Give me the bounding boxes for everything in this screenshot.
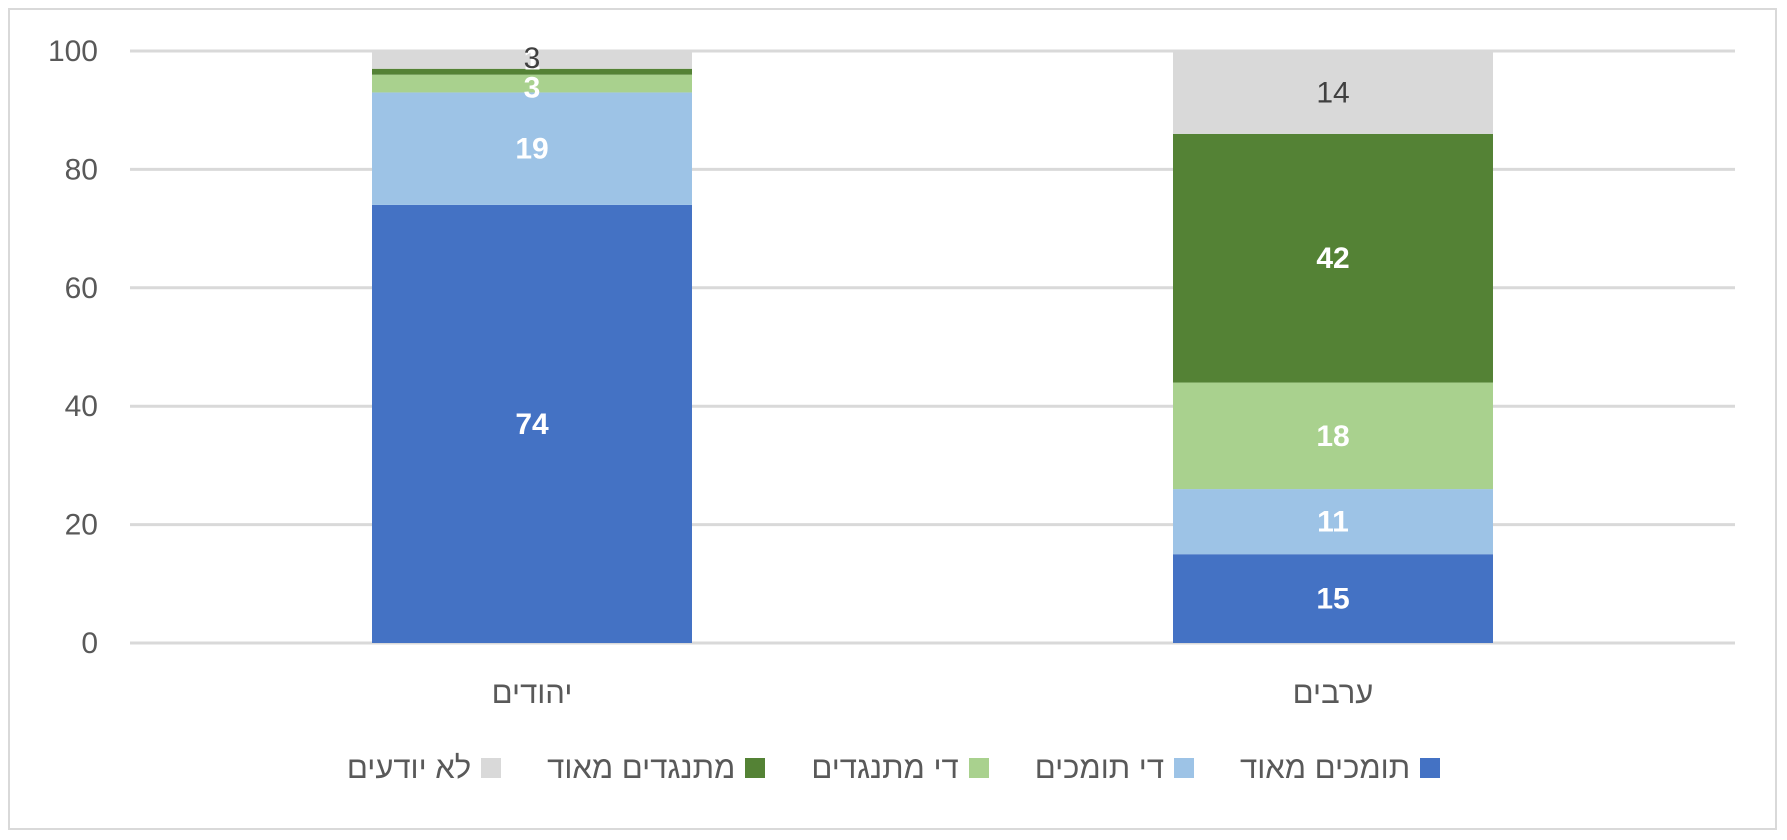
bar-segment	[372, 74, 692, 93]
data-label: 1	[524, 44, 541, 77]
data-label: 18	[1316, 420, 1349, 453]
y-tick-label: 20	[65, 509, 98, 542]
data-label: 19	[515, 133, 548, 166]
legend-item: תומכים מאוד	[1240, 750, 1441, 786]
data-labels: 74 19 313 15 11 18 42 14	[515, 42, 1349, 616]
bar-segment	[1173, 133, 1493, 383]
bar-segment	[372, 92, 692, 205]
legend-item: מתנגדים מאוד	[547, 750, 766, 786]
y-tick-label: 40	[65, 390, 98, 423]
x-category-label: ערבים	[1293, 675, 1374, 710]
legend-swatch	[481, 758, 502, 778]
bar-segment	[1173, 489, 1493, 555]
x-axis-category-labels: יהודים ערבים	[492, 675, 1374, 710]
legend-item: לא יודעים	[346, 750, 502, 786]
legend-swatch	[1420, 758, 1441, 778]
gridlines	[130, 49, 1735, 645]
y-tick-label: 0	[81, 627, 98, 660]
data-label: 15	[1316, 583, 1349, 616]
legend-label: די מתנגדים	[811, 750, 959, 785]
legend-label: לא יודעים	[346, 750, 472, 785]
legend-item: די מתנגדים	[811, 750, 989, 786]
legend-label: מתנגדים מאוד	[547, 750, 736, 785]
legend-item: די תומכים	[1034, 750, 1195, 786]
data-label: 3	[524, 72, 541, 105]
bar-segment	[372, 68, 692, 75]
y-axis-tick-labels: 0 20 40 60 80 100	[48, 35, 98, 660]
bar-segment	[1173, 51, 1493, 134]
x-category-label: יהודים	[492, 675, 573, 710]
data-label: 11	[1317, 506, 1349, 539]
y-tick-label: 60	[65, 272, 98, 305]
data-label: 14	[1316, 76, 1349, 109]
bar-segment	[372, 204, 692, 644]
legend-label: תומכים מאוד	[1240, 750, 1411, 785]
data-label: 3	[524, 42, 541, 75]
legend: תומכים מאוד די תומכים די מתנגדים מתנגדים מא…	[0, 748, 1787, 788]
bar-segment	[1173, 382, 1493, 490]
legend-swatch	[968, 758, 989, 778]
bars	[372, 51, 1493, 644]
legend-swatch	[1174, 758, 1195, 778]
legend-label: די תומכים	[1034, 750, 1165, 785]
bar-segment	[372, 51, 692, 69]
bar-segment	[1173, 554, 1493, 643]
data-label: 42	[1316, 242, 1349, 275]
data-label: 74	[515, 408, 549, 441]
y-tick-label: 100	[48, 35, 98, 68]
y-tick-label: 80	[65, 153, 98, 186]
legend-swatch	[745, 758, 766, 778]
